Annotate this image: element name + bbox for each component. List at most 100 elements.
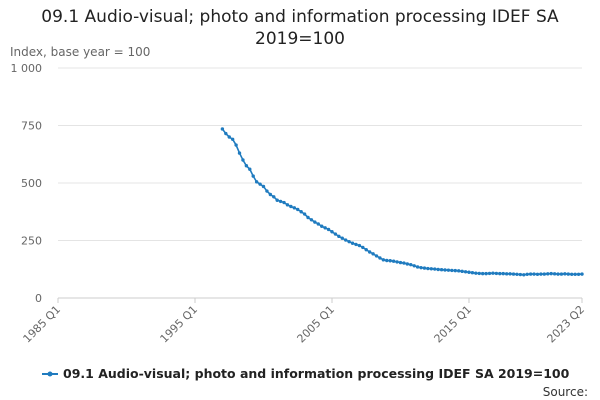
data-point xyxy=(480,271,485,276)
data-point xyxy=(498,271,502,276)
data-point xyxy=(542,272,547,276)
data-point xyxy=(361,245,365,250)
data-point xyxy=(501,271,505,276)
data-point xyxy=(220,127,225,131)
data-point xyxy=(306,215,310,220)
data-point xyxy=(354,242,358,247)
data-point xyxy=(261,184,266,189)
y-tick-label: 500 xyxy=(21,177,42,190)
data-point xyxy=(285,203,290,207)
data-point xyxy=(330,230,334,234)
data-point xyxy=(580,272,584,276)
data-point xyxy=(296,207,300,212)
data-point xyxy=(350,241,355,245)
data-point xyxy=(546,272,550,276)
data-point xyxy=(388,259,392,263)
data-point xyxy=(241,158,245,162)
data-point xyxy=(570,272,574,277)
data-point xyxy=(326,227,331,232)
data-point xyxy=(347,239,351,244)
data-point xyxy=(224,131,228,136)
data-point xyxy=(258,182,262,186)
data-point xyxy=(453,268,457,273)
data-point xyxy=(412,264,416,268)
data-point xyxy=(402,261,406,265)
y-axis-label: Index, base year = 100 xyxy=(10,45,150,59)
data-point xyxy=(415,265,420,269)
legend-label: 09.1 Audio-visual; photo and information… xyxy=(63,366,570,381)
data-point xyxy=(552,272,557,276)
data-point xyxy=(443,268,447,272)
data-point xyxy=(272,195,276,199)
data-point xyxy=(268,192,273,197)
data-point xyxy=(299,210,303,214)
x-tick-label: 2005 Q1 xyxy=(295,303,338,346)
y-tick-label: 750 xyxy=(21,120,42,133)
data-point xyxy=(422,266,427,270)
data-point xyxy=(254,180,259,184)
data-point xyxy=(234,143,238,147)
data-point xyxy=(265,189,269,193)
data-point xyxy=(477,271,481,276)
data-point xyxy=(446,268,451,272)
data-point xyxy=(549,271,553,276)
data-point xyxy=(251,174,255,178)
data-point xyxy=(515,272,519,277)
data-point xyxy=(484,271,488,276)
data-point xyxy=(385,258,389,263)
data-point xyxy=(244,164,249,168)
data-point xyxy=(371,252,375,256)
chart-title: 09.1 Audio-visual; photo and information… xyxy=(41,7,559,49)
data-point xyxy=(535,272,540,277)
data-point xyxy=(391,259,396,263)
data-point xyxy=(367,250,372,254)
data-point xyxy=(309,218,314,222)
data-point xyxy=(511,272,516,276)
data-point xyxy=(230,137,235,141)
data-point xyxy=(474,271,478,275)
data-point xyxy=(340,236,344,240)
y-tick-label: 1 000 xyxy=(11,62,43,75)
data-point xyxy=(532,272,536,276)
x-tick-label: 2023 Q2 xyxy=(545,303,588,346)
data-point xyxy=(450,268,454,273)
data-point xyxy=(333,232,338,236)
data-point xyxy=(576,272,581,277)
data-point xyxy=(302,212,307,216)
data-point xyxy=(457,269,461,273)
data-point xyxy=(289,204,293,209)
data-point xyxy=(559,272,564,276)
data-point xyxy=(409,262,413,267)
x-tick-label: 2015 Q1 xyxy=(432,303,475,346)
data-point xyxy=(227,135,231,139)
data-point xyxy=(337,234,341,239)
x-tick-label: 1985 Q1 xyxy=(21,303,64,346)
data-point xyxy=(374,254,379,258)
data-point xyxy=(518,272,523,277)
data-point xyxy=(470,271,475,275)
data-point xyxy=(282,200,286,205)
data-point xyxy=(487,271,492,276)
data-point xyxy=(556,272,560,276)
data-point xyxy=(522,273,526,277)
data-point xyxy=(405,262,410,266)
data-point xyxy=(426,266,430,271)
data-point xyxy=(494,271,499,276)
data-point xyxy=(539,272,543,276)
data-point xyxy=(508,272,512,276)
data-point xyxy=(237,151,242,155)
data-point xyxy=(460,269,464,274)
data-point xyxy=(278,199,283,204)
y-tick-label: 250 xyxy=(21,235,42,248)
data-point xyxy=(313,220,317,224)
data-point xyxy=(566,272,571,276)
data-point xyxy=(467,270,471,274)
data-point xyxy=(429,267,434,271)
data-point xyxy=(436,267,440,272)
legend-marker xyxy=(47,371,53,377)
data-point xyxy=(491,271,495,275)
series-line xyxy=(221,128,583,276)
data-point xyxy=(378,256,382,260)
data-point xyxy=(316,222,320,226)
